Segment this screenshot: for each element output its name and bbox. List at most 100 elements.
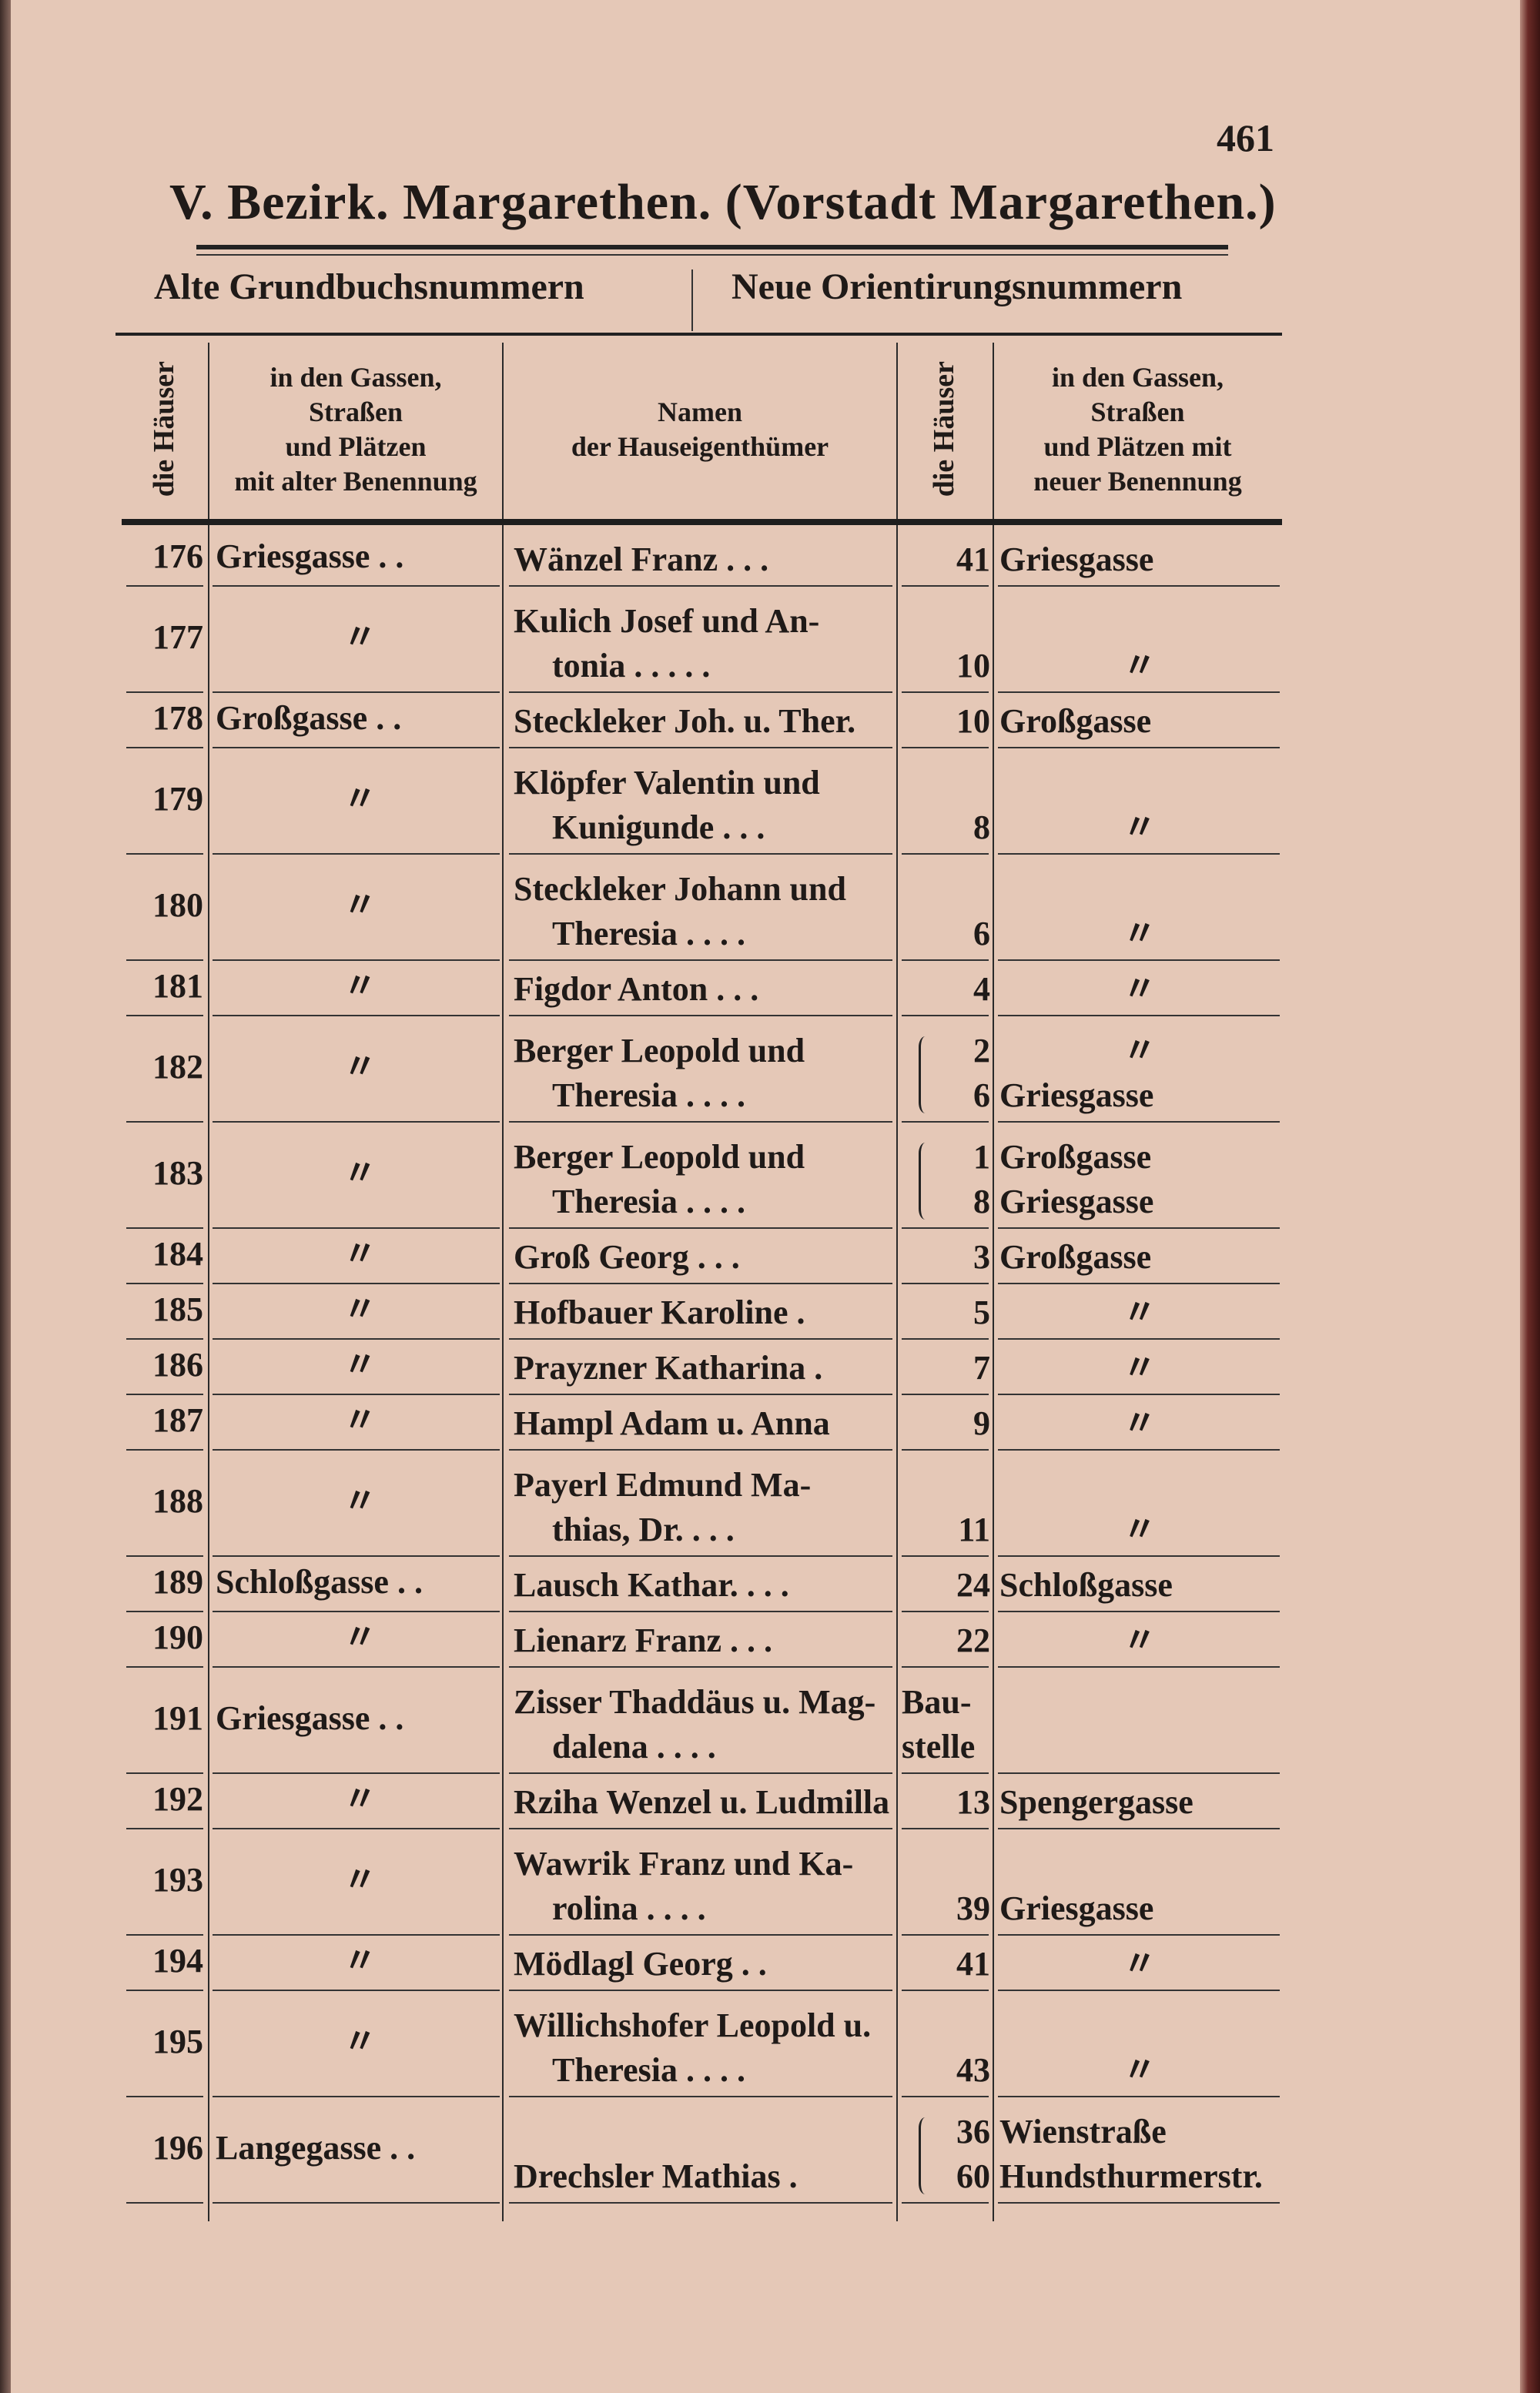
- cell-text: Klöpfer Valentin und: [514, 764, 820, 802]
- cell-text: dalena . . . .: [552, 1728, 716, 1765]
- cell-text: Mödlagl Georg . .: [514, 1945, 767, 1983]
- cell-text: thias, Dr. . . .: [552, 1511, 735, 1548]
- old-house-number: 185: [122, 1284, 208, 1340]
- owner-name: Klöpfer Valentin und Kunigunde . . .: [504, 748, 897, 855]
- owner-name: Berger Leopold und Theresia . . . .: [504, 1123, 897, 1229]
- cell-text: 〃: [343, 618, 377, 656]
- owner-name: Wänzel Franz . . .: [504, 531, 897, 587]
- table-row: 191 Griesgasse . . Zisser Thaddäus u. Mag-…: [122, 1668, 1284, 1774]
- new-street: 〃: [993, 1284, 1284, 1340]
- col-old-houses: die Häuser: [148, 361, 181, 497]
- header-rule: [116, 333, 1282, 336]
- owner-name: Prayzner Katharina .: [504, 1340, 897, 1395]
- old-house-number: 181: [122, 961, 208, 1016]
- old-house-number: 186: [122, 1340, 208, 1395]
- title-rule: [196, 245, 1228, 249]
- cell-text: 180: [152, 886, 203, 924]
- cell-text: Großgasse: [999, 1238, 1152, 1276]
- table-row: 190 〃 Lienarz Franz . . . 22 〃: [122, 1612, 1284, 1668]
- old-street: 〃: [208, 1829, 504, 1936]
- cell-text: Langegasse . .: [216, 2129, 416, 2167]
- new-street: Griesgasse: [993, 1829, 1284, 1936]
- cell-text: 194: [152, 1942, 203, 1980]
- owner-name: Steckleker Joh. u. Ther.: [504, 693, 897, 748]
- cell-text: Schloßgasse: [999, 1566, 1173, 1604]
- cell-text: Bau-: [902, 1683, 972, 1721]
- cell-text: Griesgasse: [999, 1183, 1154, 1220]
- old-house-number: 190: [122, 1612, 208, 1668]
- new-street: Spengergasse: [993, 1774, 1284, 1829]
- cell-text: 1: [973, 1138, 990, 1176]
- new-house-number: 4: [897, 961, 993, 1016]
- section-divider: [691, 269, 693, 331]
- cell-text: 177: [152, 618, 203, 656]
- cell-text: 2: [973, 1032, 990, 1069]
- cell-text: 〃: [343, 2023, 377, 2060]
- old-house-number: 189: [122, 1557, 208, 1612]
- cell-text: 〃: [1123, 1622, 1157, 1659]
- old-house-number: 194: [122, 1936, 208, 1991]
- new-street: 〃: [993, 1991, 1284, 2097]
- cell-text: 41: [956, 541, 990, 578]
- cell-text: Griesgasse: [999, 1076, 1154, 1114]
- new-house-number: 24: [897, 1557, 993, 1612]
- new-street: 〃: [993, 1612, 1284, 1668]
- column-divider: [896, 343, 898, 2221]
- cell-text: 8: [973, 808, 990, 846]
- new-house-number: 36 60: [897, 2097, 993, 2204]
- owner-name: Mödlagl Georg . .: [504, 1936, 897, 1991]
- cell-text: 178: [152, 699, 203, 737]
- owner-name: Wawrik Franz und Ka-rolina . . . .: [504, 1829, 897, 1936]
- owner-name: Willichshofer Leopold u. Theresia . . . .: [504, 1991, 897, 2097]
- col-new-streets: in den Gassen, Straßen und Plätzen mit neue…: [1033, 361, 1242, 497]
- new-street: 〃: [993, 961, 1284, 1016]
- cell-text: 〃: [343, 780, 377, 818]
- cell-text: 〃: [343, 967, 377, 1005]
- cell-text: 43: [956, 2051, 990, 2089]
- table-row: 189 Schloßgasse . . Lausch Kathar. . . . 24…: [122, 1557, 1284, 1612]
- cell-text: 60: [956, 2157, 990, 2195]
- table-row: 193 〃 Wawrik Franz und Ka-rolina . . . . 39…: [122, 1829, 1284, 1936]
- cell-text: 〃: [343, 1618, 377, 1656]
- cell-text: 3: [973, 1238, 990, 1276]
- cell-text: 〃: [343, 1482, 377, 1520]
- old-street: 〃: [208, 961, 504, 1016]
- old-street: 〃: [208, 1991, 504, 2097]
- cell-text: 〃: [343, 1346, 377, 1384]
- cell-text: Großgasse: [999, 1138, 1152, 1176]
- cell-text: Hampl Adam u. Anna: [514, 1404, 830, 1442]
- cell-text: 6: [973, 1076, 990, 1114]
- cell-text: Drechsler Mathias .: [514, 2157, 798, 2195]
- old-house-number: 188: [122, 1451, 208, 1557]
- old-house-number: 187: [122, 1395, 208, 1451]
- old-street: 〃: [208, 1016, 504, 1123]
- owner-name: Zisser Thaddäus u. Mag-dalena . . . .: [504, 1668, 897, 1774]
- cell-text: 39: [956, 1889, 990, 1927]
- table-row: 186 〃 Prayzner Katharina . 7 〃: [122, 1340, 1284, 1395]
- old-house-number: 196: [122, 2097, 208, 2204]
- new-street: 〃: [993, 1451, 1284, 1557]
- owner-name: Berger Leopold und Theresia . . . .: [504, 1016, 897, 1123]
- new-house-number: Bau-stelle: [897, 1668, 993, 1774]
- table-row: 179 〃 Klöpfer Valentin und Kunigunde . . . 8…: [122, 748, 1284, 855]
- owner-name: Hampl Adam u. Anna: [504, 1395, 897, 1451]
- cell-text: 196: [152, 2129, 203, 2167]
- old-street: 〃: [208, 1612, 504, 1668]
- cell-text: 〃: [1123, 2051, 1157, 2089]
- cell-text: 36: [956, 2113, 990, 2150]
- cell-text: 〃: [1123, 1349, 1157, 1387]
- table-row: 195 〃 Willichshofer Leopold u. Theresia . .…: [122, 1991, 1284, 2097]
- cell-text: tonia . . . . .: [552, 647, 711, 684]
- cell-text: Theresia . . . .: [552, 915, 745, 952]
- cell-text: 183: [152, 1154, 203, 1192]
- cell-text: Griesgasse: [999, 541, 1154, 578]
- cell-text: 〃: [343, 1154, 377, 1192]
- owner-name: Groß Georg . . .: [504, 1229, 897, 1284]
- new-street: [993, 1668, 1284, 1774]
- old-street: 〃: [208, 1936, 504, 1991]
- cell-text: 〃: [1123, 647, 1157, 684]
- old-street: Schloßgasse . .: [208, 1557, 504, 1612]
- new-house-number: 22: [897, 1612, 993, 1668]
